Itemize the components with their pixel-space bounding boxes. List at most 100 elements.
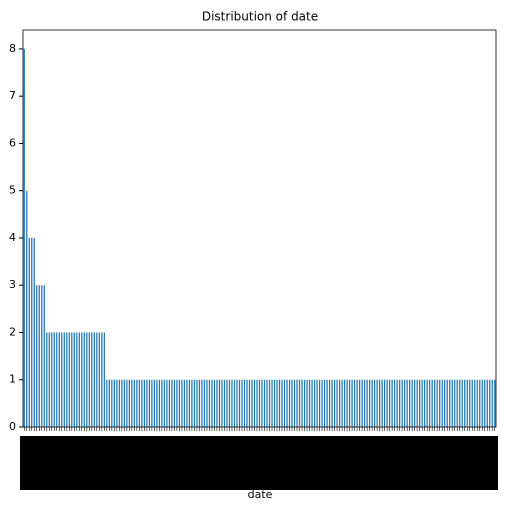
bar: [221, 379, 223, 427]
bar: [373, 379, 376, 427]
bar: [281, 379, 283, 427]
bar: [46, 332, 48, 427]
bar: [318, 379, 321, 427]
bar: [98, 332, 100, 427]
y-tick-label: 3: [9, 278, 16, 291]
bar: [223, 379, 226, 427]
bar: [203, 379, 206, 427]
bar: [371, 379, 373, 427]
bar: [273, 379, 276, 427]
bar: [73, 332, 75, 427]
bar: [256, 379, 258, 427]
bar: [351, 379, 353, 427]
bar: [56, 332, 58, 427]
bar: [321, 379, 323, 427]
bar: [338, 379, 341, 427]
bar: [61, 332, 63, 427]
bar: [366, 379, 368, 427]
bar: [474, 379, 476, 427]
bar: [66, 332, 68, 427]
bar: [253, 379, 256, 427]
bar: [414, 379, 416, 427]
bar: [53, 332, 55, 427]
bar: [173, 379, 176, 427]
x-axis-label: date: [248, 488, 273, 501]
bar: [238, 379, 241, 427]
bar: [191, 379, 193, 427]
bar: [491, 379, 493, 427]
bar: [113, 379, 115, 427]
bar: [43, 285, 45, 427]
bar: [419, 379, 421, 427]
bar: [36, 285, 38, 427]
bar: [146, 379, 148, 427]
bar: [166, 379, 168, 427]
bar: [476, 379, 478, 427]
bar: [41, 285, 43, 427]
bar: [141, 379, 143, 427]
bar: [118, 379, 120, 427]
bar: [311, 379, 313, 427]
bar: [193, 379, 196, 427]
bar: [213, 379, 216, 427]
bar: [481, 379, 483, 427]
bar: [441, 379, 443, 427]
y-tick-label: 7: [9, 89, 16, 102]
x-tick-labels-illegible: [20, 436, 498, 490]
bar: [218, 379, 221, 427]
bar: [401, 379, 403, 427]
bar: [76, 332, 78, 427]
bar: [26, 190, 28, 427]
bar: [161, 379, 163, 427]
bar: [358, 379, 361, 427]
bar: [308, 379, 311, 427]
bar: [121, 379, 123, 427]
bar: [163, 379, 166, 427]
bar: [394, 379, 396, 427]
bar: [384, 379, 386, 427]
bar: [454, 379, 456, 427]
bar: [466, 379, 468, 427]
bar: [231, 379, 233, 427]
bar: [464, 379, 466, 427]
bar: [406, 379, 408, 427]
bar: [286, 379, 288, 427]
bar: [241, 379, 243, 427]
bar: [208, 379, 211, 427]
y-tick-label: 0: [9, 420, 16, 433]
bar: [389, 379, 391, 427]
bar: [429, 379, 431, 427]
bar: [416, 379, 418, 427]
bar: [271, 379, 273, 427]
bar: [431, 379, 433, 427]
bar: [421, 379, 423, 427]
bar: [341, 379, 343, 427]
bar: [486, 379, 488, 427]
bar: [168, 379, 171, 427]
bar: [356, 379, 358, 427]
bar: [126, 379, 128, 427]
bar: [228, 379, 231, 427]
bar: [68, 332, 70, 427]
bar: [233, 379, 236, 427]
bar: [216, 379, 218, 427]
bar: [461, 379, 463, 427]
bar: [201, 379, 203, 427]
bar: [306, 379, 308, 427]
bar: [346, 379, 348, 427]
bar: [489, 379, 491, 427]
bar: [88, 332, 90, 427]
bar: [353, 379, 356, 427]
bar: [459, 379, 461, 427]
y-tick-label: 2: [9, 325, 16, 338]
bar: [484, 379, 486, 427]
bar: [211, 379, 213, 427]
y-tick-label: 8: [9, 42, 16, 55]
y-tick-label: 6: [9, 136, 16, 149]
bar: [348, 379, 351, 427]
bar: [278, 379, 281, 427]
bar: [391, 379, 393, 427]
bar: [386, 379, 388, 427]
